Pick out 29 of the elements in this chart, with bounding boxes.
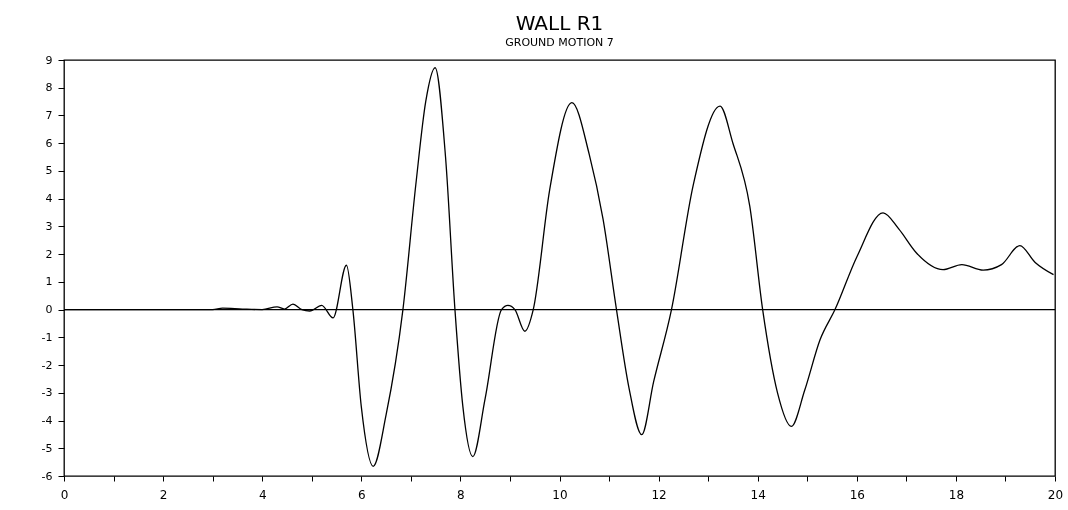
y-tick-label: 2: [45, 247, 53, 261]
y-tick-label: 5: [45, 164, 53, 178]
x-tick-label: 14: [750, 487, 766, 502]
x-tick-label: 16: [849, 487, 865, 502]
chart-title: WALL R1: [515, 11, 604, 35]
x-tick-label: 0: [60, 487, 69, 502]
y-tick-label: -5: [41, 441, 53, 455]
y-tick-label: 3: [45, 219, 53, 233]
x-tick-label: 18: [948, 487, 965, 502]
chart-subtitle: GROUND MOTION 7: [505, 36, 614, 49]
x-tick-label: 4: [258, 487, 267, 502]
x-tick-label: 8: [457, 487, 465, 502]
y-tick-label: 4: [45, 192, 53, 206]
x-tick-label: 6: [357, 487, 366, 502]
y-tick-label: 8: [45, 81, 53, 95]
y-tick-label: -4: [41, 414, 53, 428]
x-tick-label: 10: [552, 487, 568, 502]
y-tick-label: 7: [45, 108, 53, 122]
x-tick-label: 2: [159, 487, 168, 502]
y-tick-label: 0: [45, 303, 53, 317]
y-tick-label: 1: [45, 275, 53, 289]
y-tick-label: -3: [41, 386, 53, 400]
y-tick-label: -1: [41, 330, 53, 344]
y-tick-label: 6: [45, 136, 53, 150]
y-tick-label: -2: [41, 358, 53, 372]
x-tick-label: 12: [651, 487, 667, 502]
x-tick-label: 20: [1047, 487, 1064, 502]
y-tick-label: 9: [45, 53, 53, 67]
y-tick-label: -6: [41, 469, 53, 483]
